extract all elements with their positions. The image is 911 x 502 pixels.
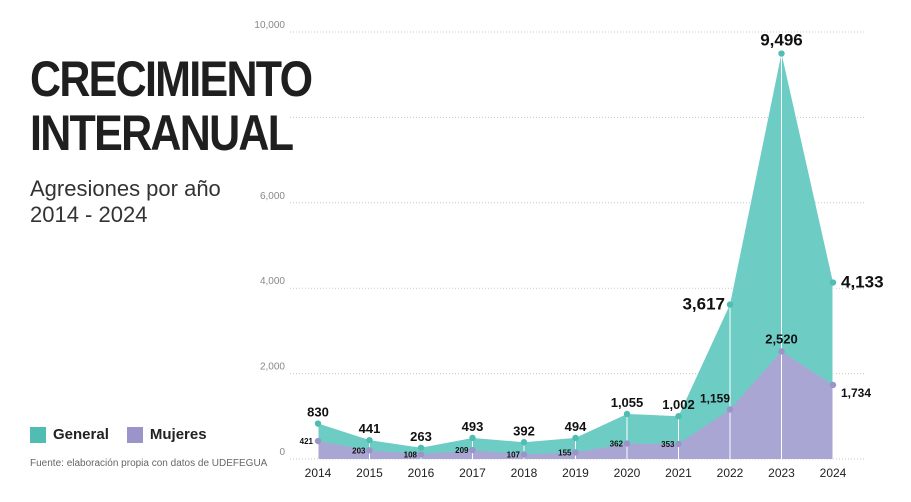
data-label-mujeres: 1,734 — [841, 386, 871, 400]
data-label-general: 9,496 — [760, 31, 803, 50]
source-note: Fuente: elaboración propia con datos de … — [30, 458, 268, 469]
y-tick-label: 10,000 — [254, 20, 285, 31]
data-label-mujeres: 209 — [455, 446, 469, 455]
point-mujeres — [829, 381, 837, 389]
x-tick-label: 2018 — [511, 466, 538, 480]
data-label-mujeres: 421 — [300, 437, 314, 446]
point-mujeres — [417, 451, 425, 458]
data-label-general: 4,133 — [841, 273, 884, 292]
data-label-mujeres: 108 — [404, 450, 418, 459]
legend: General Mujeres — [30, 426, 207, 443]
point-mujeres — [726, 406, 734, 413]
point-mujeres — [520, 451, 528, 458]
point-general — [572, 434, 579, 442]
point-general — [623, 410, 631, 418]
data-label-general: 392 — [513, 423, 535, 438]
data-label-mujeres: 107 — [507, 450, 521, 459]
point-mujeres — [778, 348, 785, 355]
x-tick-label: 2016 — [408, 466, 435, 480]
point-general — [314, 420, 322, 427]
area-mujeres — [318, 351, 833, 459]
point-general — [778, 50, 785, 57]
y-tick-label: 4,000 — [260, 276, 285, 287]
point-mujeres — [469, 446, 476, 454]
x-tick-label: 2020 — [614, 466, 641, 480]
legend-item-mujeres: Mujeres — [126, 426, 207, 443]
data-label-general: 1,055 — [611, 395, 644, 410]
data-label-mujeres: 203 — [352, 446, 366, 455]
chart-subtitle-line1: Agresiones por año — [30, 176, 221, 201]
x-tick-label: 2024 — [820, 466, 847, 480]
x-tick-label: 2023 — [768, 466, 795, 480]
x-tick-label: 2015 — [356, 466, 383, 480]
data-label-general: 493 — [462, 419, 484, 434]
legend-swatch-mujeres — [126, 426, 143, 443]
data-label-mujeres: 155 — [558, 448, 572, 457]
chart-title-line2: INTERANUAL — [30, 105, 294, 161]
legend-item-general: General — [30, 426, 109, 443]
point-mujeres — [675, 440, 682, 448]
point-general — [726, 301, 734, 308]
point-general — [469, 434, 476, 442]
point-general — [829, 279, 837, 286]
point-general — [417, 444, 425, 451]
chart-subtitle-line2: 2014 - 2024 — [30, 202, 148, 227]
point-general — [520, 439, 528, 446]
y-tick-label: 2,000 — [260, 362, 285, 373]
data-label-general: 1,002 — [662, 397, 695, 412]
data-label-mujeres: 2,520 — [765, 331, 798, 346]
data-label-general: 494 — [565, 419, 587, 434]
data-label-general: 3,617 — [682, 295, 725, 314]
data-label-mujeres: 1,159 — [700, 392, 730, 406]
y-tick-label: 0 — [279, 447, 285, 458]
point-mujeres — [623, 440, 631, 447]
data-label-general: 263 — [410, 429, 432, 444]
data-label-general: 830 — [307, 405, 329, 420]
data-label-mujeres: 362 — [610, 440, 624, 449]
legend-label-mujeres: Mujeres — [149, 426, 207, 443]
chart-title: CRECIMIENTO INTERANUAL — [30, 51, 313, 161]
x-tick-label: 2019 — [562, 466, 589, 480]
y-tick-label: 6,000 — [260, 191, 285, 202]
x-tick-label: 2021 — [665, 466, 692, 480]
chart-subtitle: Agresiones por año 2014 - 2024 — [30, 176, 221, 228]
chart-title-line1: CRECIMIENTO — [30, 51, 313, 107]
data-label-mujeres: 353 — [661, 440, 675, 449]
x-tick-label: 2017 — [459, 466, 486, 480]
legend-swatch-general — [30, 426, 46, 443]
x-tick-label: 2022 — [717, 466, 744, 480]
point-mujeres — [314, 437, 322, 445]
legend-label-general: General — [53, 426, 109, 443]
point-mujeres — [366, 447, 373, 454]
data-label-general: 441 — [359, 421, 381, 436]
point-general — [675, 413, 682, 420]
point-general — [366, 436, 373, 444]
x-tick-label: 2014 — [305, 466, 332, 480]
point-mujeres — [572, 449, 579, 456]
